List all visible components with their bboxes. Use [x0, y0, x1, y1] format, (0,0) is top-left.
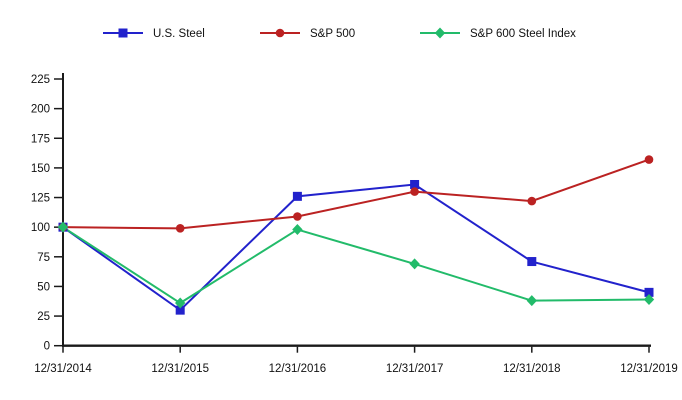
data-point-diamond-icon — [292, 224, 303, 236]
data-point-circle-icon — [175, 224, 185, 233]
y-axis-tick-label: 0 — [44, 341, 50, 353]
data-point-circle-icon — [293, 212, 302, 221]
x-axis-tick-label: 12/31/2018 — [503, 363, 561, 375]
y-axis-tick-label: 25 — [37, 311, 50, 323]
legend-item-u-s-steel: U.S. Steel — [103, 28, 205, 40]
legend-square-marker-icon — [118, 28, 128, 38]
y-axis-tick-label: 50 — [37, 281, 50, 293]
data-point-square-icon — [527, 257, 537, 267]
legend-label: U.S. Steel — [153, 28, 205, 40]
data-point-circle-icon — [410, 187, 419, 196]
y-axis-tick-label: 125 — [31, 193, 50, 205]
data-point-square-icon — [175, 305, 185, 315]
x-axis-tick-label: 12/31/2014 — [34, 363, 92, 375]
y-axis-tick-label: 75 — [37, 252, 50, 264]
data-point-diamond-icon — [409, 258, 420, 270]
legend-label: S&P 600 Steel Index — [470, 28, 576, 40]
x-axis-tick-label: 12/31/2015 — [151, 363, 209, 375]
x-axis-tick-label: 12/31/2017 — [386, 363, 444, 375]
series-line-s-p-600-steel-index — [62, 226, 650, 305]
legend-item-s-p-600-steel-index: S&P 600 Steel Index — [420, 27, 576, 40]
data-point-diamond-icon — [57, 221, 69, 233]
data-point-square-icon — [292, 191, 302, 201]
data-point-square-icon — [644, 287, 654, 297]
y-axis-tick-label: 150 — [31, 163, 50, 175]
legend: U.S. Steel S&P 500 S&P 600 Steel Index — [103, 27, 576, 40]
series-line-s-p-500 — [62, 158, 650, 230]
y-axis-tick-label: 175 — [31, 133, 50, 145]
legend-circle-marker-icon — [275, 28, 285, 38]
series-markers — [57, 155, 655, 315]
legend-item-s-p-500: S&P 500 — [260, 28, 355, 40]
data-point-circle-icon — [644, 155, 654, 164]
y-axis-tick-label: 200 — [31, 104, 50, 116]
x-axis-tick-label: 12/31/2019 — [620, 363, 678, 375]
data-point-diamond-icon — [643, 293, 655, 305]
y-axis-tick-label: 100 — [31, 222, 50, 234]
data-point-circle-icon — [527, 196, 537, 206]
series-markers-s-p-600-steel-index — [57, 221, 655, 309]
y-axis: 0 25 50 75 100 125 150 175 200 225 — [31, 74, 62, 353]
series-line-u-s-steel — [62, 183, 650, 312]
y-axis-tick-label: 225 — [31, 74, 50, 86]
legend-diamond-marker-icon — [434, 27, 446, 39]
data-point-diamond-icon — [175, 297, 186, 309]
data-point-diamond-icon — [526, 295, 537, 307]
x-axis: 12/31/2014 12/31/2015 12/31/2016 12/31/2017… — [34, 346, 678, 375]
series-lines — [62, 158, 650, 312]
x-axis-tick-label: 12/31/2016 — [269, 363, 327, 375]
data-point-square-icon — [410, 179, 420, 189]
legend-label: S&P 500 — [310, 28, 355, 40]
